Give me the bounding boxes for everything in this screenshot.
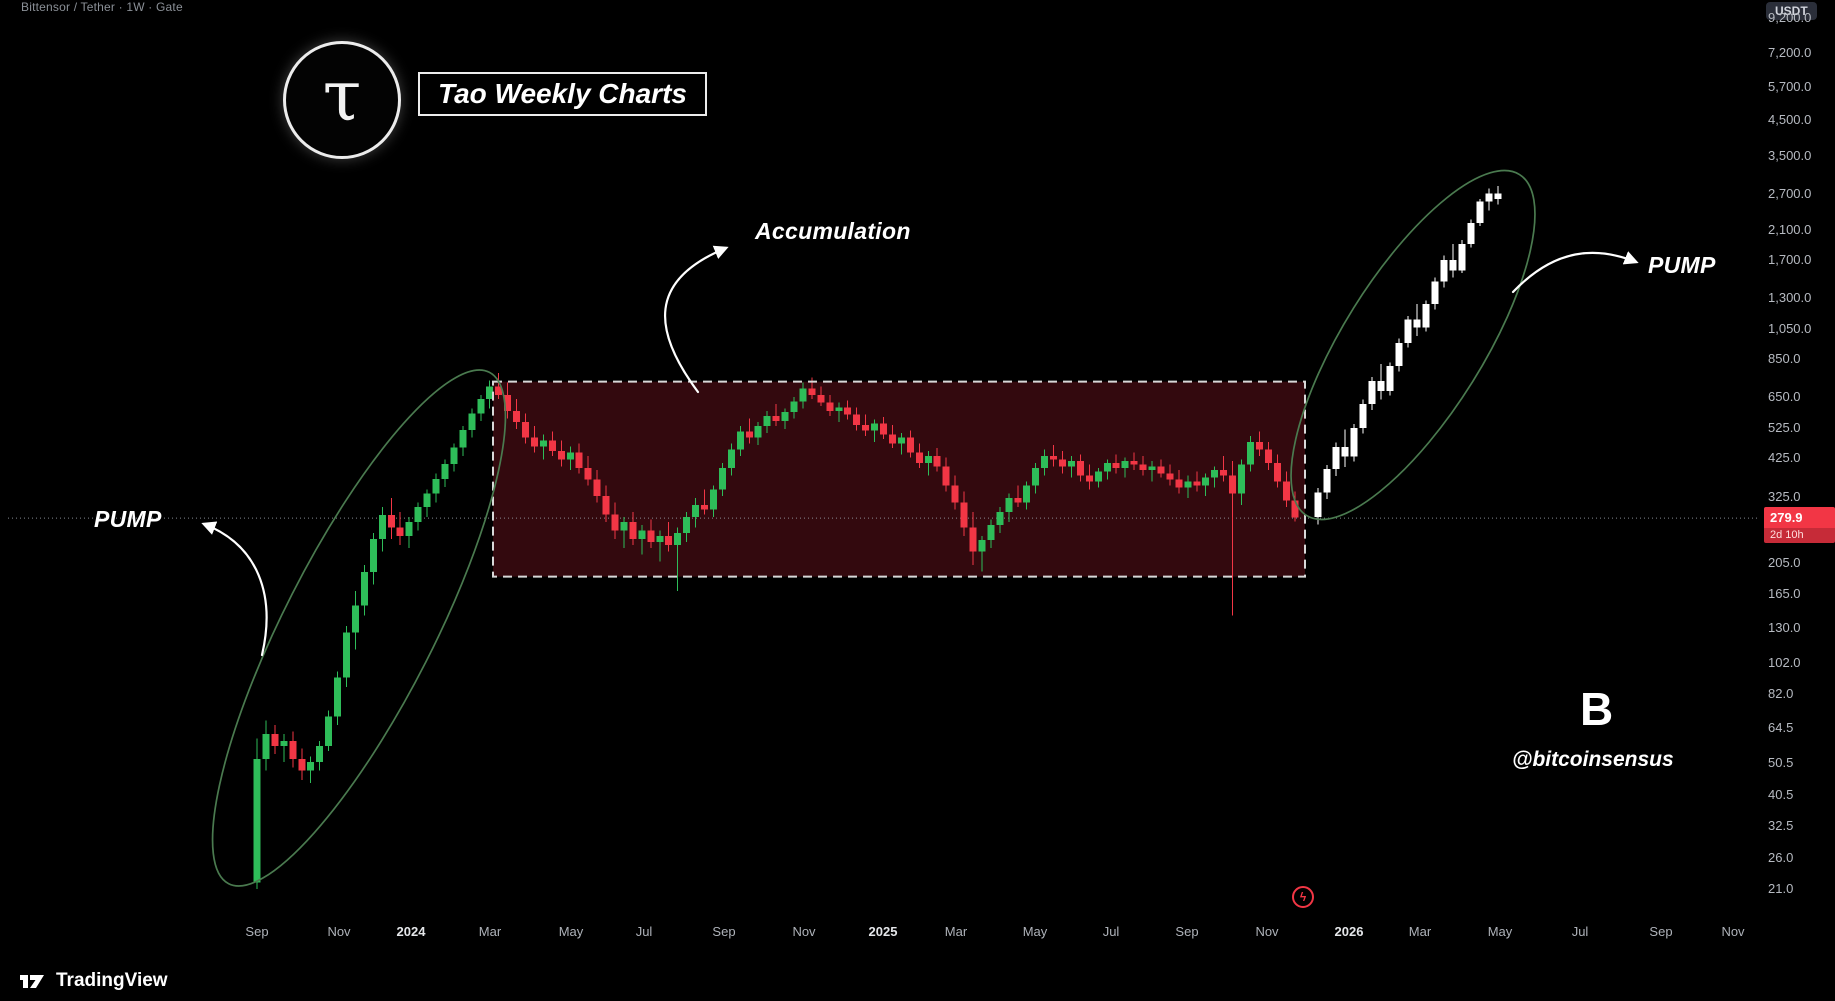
tradingview-logo-icon[interactable] [18, 971, 47, 991]
price-tick: 3,500.0 [1768, 148, 1812, 164]
time-tick: Jul [1102, 924, 1120, 939]
time-tick: Nov [1721, 924, 1745, 939]
price-tick: 102.0 [1768, 654, 1801, 670]
price-tick: 525.0 [1768, 420, 1801, 436]
price-tick: 82.0 [1768, 685, 1794, 701]
price-tick: 205.0 [1768, 554, 1801, 570]
price-tick: 1,700.0 [1768, 251, 1812, 267]
price-tick: 325.0 [1768, 488, 1801, 504]
price-tick: 7,200.0 [1768, 45, 1812, 61]
price-tick: 40.5 [1768, 786, 1794, 802]
event-icon[interactable]: ϟ [1292, 886, 1314, 908]
time-tick: 2024 [396, 924, 426, 939]
symbol-title: Bittensor / Tether · 1W · Gate [21, 0, 183, 14]
accumulation-label: Accumulation [755, 218, 911, 244]
time-tick: May [558, 924, 584, 939]
tradingview-brand[interactable]: TradingView [56, 970, 168, 991]
price-tick: 130.0 [1768, 619, 1801, 635]
time-tick: Mar [944, 924, 968, 939]
time-tick: May [1487, 924, 1513, 939]
time-tick: Nov [327, 924, 351, 939]
pump-left-label: PUMP [94, 506, 162, 532]
footer-bar: TradingView [0, 961, 1835, 1001]
time-tick: Sep [1175, 924, 1199, 939]
time-tick: Sep [1649, 924, 1673, 939]
currency-toggle-button[interactable]: USDT [1766, 2, 1817, 20]
price-tick: 9,200.0 [1768, 10, 1812, 25]
time-tick: Jul [1571, 924, 1589, 939]
price-tick: 5,700.0 [1768, 78, 1812, 94]
time-tick: Sep [712, 924, 736, 939]
price-tick: 4,500.0 [1768, 112, 1812, 128]
price-tick: 650.0 [1768, 389, 1801, 405]
price-tick: 21.0 [1768, 881, 1794, 896]
price-tick: 1,050.0 [1768, 320, 1812, 336]
time-tick: Mar [1408, 924, 1432, 939]
bitcoinsensus-logo: B [1580, 683, 1613, 735]
time-tick: Nov [1255, 924, 1279, 939]
time-tick: Mar [478, 924, 502, 939]
price-tick: 1,300.0 [1768, 290, 1812, 306]
last-price-badge: 279.9 2d 10h [1764, 507, 1835, 544]
time-tick: Jul [635, 924, 653, 939]
price-tick: 64.5 [1768, 720, 1794, 736]
tao-logo: τ [283, 41, 401, 159]
time-tick: May [1022, 924, 1048, 939]
price-tick: 50.5 [1768, 755, 1794, 771]
time-tick: Sep [245, 924, 269, 939]
price-tick: 2,100.0 [1768, 221, 1812, 237]
bar-countdown: 2d 10h [1764, 528, 1835, 544]
time-tick: Nov [792, 924, 816, 939]
price-tick: 32.5 [1768, 818, 1794, 834]
time-axis[interactable]: Sep Nov 2024 Mar May Jul Sep Nov 2025 Mar May Jul Se… [0, 919, 1835, 951]
price-tick: 850.0 [1768, 351, 1801, 367]
price-tick: 165.0 [1768, 585, 1801, 601]
tao-logo-glyph: τ [322, 55, 362, 137]
chart-title: Tao Weekly Charts [418, 72, 707, 116]
bitcoinsensus-handle: @bitcoinsensus [1512, 748, 1674, 771]
time-tick: 2026 [1334, 924, 1364, 939]
last-price-value: 279.9 [1764, 507, 1835, 529]
price-tick: 425.0 [1768, 450, 1801, 466]
time-tick: 2025 [868, 924, 898, 939]
price-tick: 26.0 [1768, 850, 1794, 866]
price-tick: 2,700.0 [1768, 185, 1812, 201]
pump-right-label: PUMP [1648, 252, 1716, 278]
price-axis[interactable]: 9,200.0 7,200.0 5,700.0 4,500.0 3,500.0 2,700… [1762, 0, 1835, 961]
